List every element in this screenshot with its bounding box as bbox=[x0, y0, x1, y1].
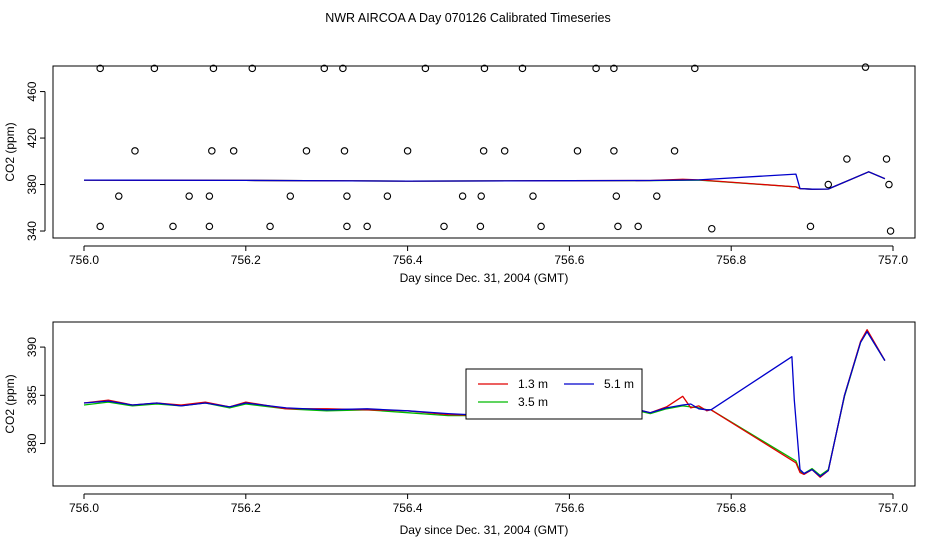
y-tick-label: 385 bbox=[25, 385, 39, 405]
calibration-point bbox=[634, 222, 642, 231]
calibration-point bbox=[205, 222, 214, 231]
calibration-point bbox=[691, 64, 699, 73]
top-panel: 756.0 756.2 756.4 756.6 756.8 757.0 Day since … bbox=[3, 63, 916, 285]
calibration-point bbox=[573, 147, 582, 155]
calibration-point bbox=[208, 147, 216, 155]
y-tick-label: 380 bbox=[25, 433, 39, 453]
x-tick-label: 756.8 bbox=[716, 501, 746, 515]
legend-label: 1.3 m bbox=[518, 377, 548, 391]
calibration-point bbox=[209, 64, 218, 73]
calibration-point bbox=[610, 147, 618, 155]
legend-label: 5.1 m bbox=[604, 377, 634, 391]
calibration-point bbox=[529, 192, 537, 200]
y-tick-label: 390 bbox=[25, 337, 39, 357]
calibration-point bbox=[537, 222, 545, 231]
calibration-point bbox=[403, 147, 412, 155]
calibration-point bbox=[229, 147, 238, 155]
calibration-point bbox=[824, 180, 833, 189]
calibration-point bbox=[882, 155, 891, 163]
calibration-point bbox=[185, 192, 193, 200]
x-tick-label: 756.2 bbox=[231, 253, 261, 267]
calibration-point bbox=[861, 63, 870, 71]
y-tick-label: 380 bbox=[25, 174, 39, 194]
calibration-point bbox=[248, 64, 257, 73]
calibration-point bbox=[205, 192, 214, 200]
calibration-point bbox=[131, 147, 139, 155]
calibration-point bbox=[886, 227, 895, 235]
calibration-point bbox=[518, 64, 527, 73]
series-line-51m bbox=[83, 171, 886, 190]
x-tick-label: 756.2 bbox=[231, 501, 261, 515]
x-tick-label: 756.4 bbox=[393, 501, 423, 515]
calibration-point bbox=[169, 222, 177, 231]
calibration-point bbox=[610, 64, 618, 73]
calibration-point bbox=[440, 222, 448, 231]
calibration-point bbox=[806, 222, 815, 231]
calibration-point bbox=[286, 192, 295, 200]
calibration-point bbox=[302, 147, 311, 155]
x-tick-label: 756.6 bbox=[554, 501, 584, 515]
calibration-point bbox=[843, 155, 851, 163]
x-tick-label: 756.4 bbox=[393, 253, 423, 267]
calibration-point bbox=[480, 64, 489, 73]
y-tick-label: 460 bbox=[25, 81, 39, 101]
calibration-point bbox=[150, 64, 159, 73]
calibration-point bbox=[670, 147, 679, 155]
calibration-point bbox=[96, 222, 104, 231]
calibration-point bbox=[266, 222, 274, 231]
legend-box bbox=[465, 368, 643, 420]
x-tick-label: 757.0 bbox=[878, 501, 908, 515]
x-tick-label: 756.6 bbox=[554, 253, 584, 267]
legend-label: 3.5 m bbox=[518, 395, 548, 409]
calibration-point bbox=[500, 147, 509, 155]
calibration-point bbox=[885, 180, 893, 189]
calibration-point bbox=[477, 192, 485, 200]
chart-title: NWR AIRCOA A Day 070126 Calibrated Times… bbox=[325, 11, 611, 25]
calibration-point bbox=[320, 64, 329, 73]
calibration-point bbox=[363, 222, 371, 231]
x-tick-label: 757.0 bbox=[878, 253, 908, 267]
y-tick-label: 340 bbox=[25, 221, 39, 241]
calibration-point bbox=[340, 147, 349, 155]
calibration-point bbox=[383, 192, 392, 200]
calibration-point bbox=[614, 222, 622, 231]
plot-frame bbox=[52, 65, 916, 239]
x-axis-label: Day since Dec. 31, 2004 (GMT) bbox=[400, 271, 569, 285]
x-tick-label: 756.0 bbox=[69, 253, 99, 267]
plot-frame bbox=[52, 321, 916, 487]
calibration-point bbox=[479, 147, 488, 155]
calibration-point bbox=[476, 222, 485, 231]
x-tick-label: 756.8 bbox=[716, 253, 746, 267]
calibration-point bbox=[653, 192, 661, 200]
calibration-point bbox=[592, 64, 600, 73]
calibration-point bbox=[343, 222, 351, 231]
calibration-point bbox=[458, 192, 467, 200]
y-tick-label: 420 bbox=[25, 128, 39, 148]
calibration-point bbox=[96, 64, 104, 73]
calibration-point bbox=[612, 192, 621, 200]
calibration-point bbox=[343, 192, 351, 200]
y-axis-label: CO2 (ppm) bbox=[3, 374, 17, 433]
calibration-point bbox=[708, 224, 716, 233]
x-axis-label: Day since Dec. 31, 2004 (GMT) bbox=[400, 523, 569, 537]
x-tick-label: 756.0 bbox=[69, 501, 99, 515]
calibration-point bbox=[115, 192, 123, 200]
y-axis-label: CO2 (ppm) bbox=[3, 122, 17, 181]
series-line-51m bbox=[83, 330, 886, 478]
legend: 1.3 m 3.5 m 5.1 m bbox=[465, 368, 643, 420]
bottom-panel: 756.0 756.2 756.4 756.6 756.8 757.0 Day since … bbox=[3, 321, 916, 537]
calibration-point bbox=[421, 64, 430, 73]
calibration-point bbox=[339, 64, 347, 73]
